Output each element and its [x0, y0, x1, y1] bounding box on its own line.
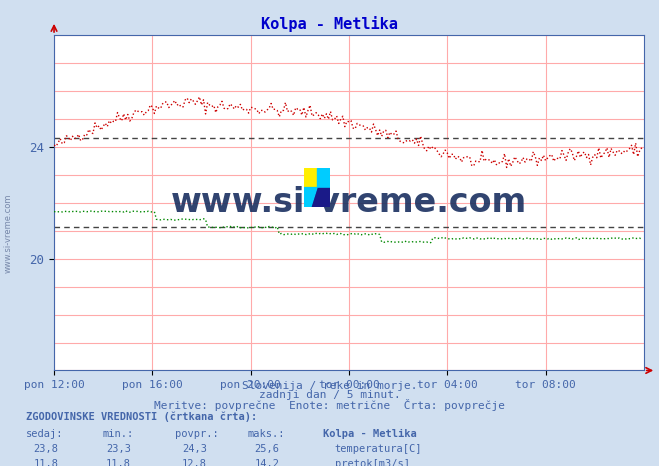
Text: min.:: min.: [102, 429, 133, 439]
Text: www.si-vreme.com: www.si-vreme.com [3, 193, 13, 273]
Text: Meritve: povprečne  Enote: metrične  Črta: povprečje: Meritve: povprečne Enote: metrične Črta:… [154, 399, 505, 411]
Text: pretok[m3/s]: pretok[m3/s] [335, 459, 410, 466]
Text: povpr.:: povpr.: [175, 429, 218, 439]
Text: sedaj:: sedaj: [26, 429, 64, 439]
Polygon shape [317, 168, 330, 187]
Text: 12,8: 12,8 [182, 459, 207, 466]
Text: ZGODOVINSKE VREDNOSTI (črtkana črta):: ZGODOVINSKE VREDNOSTI (črtkana črta): [26, 411, 258, 422]
Text: 11,8: 11,8 [34, 459, 59, 466]
Polygon shape [311, 187, 330, 207]
Text: temperatura[C]: temperatura[C] [335, 444, 422, 454]
Text: 14,2: 14,2 [254, 459, 279, 466]
Text: maks.:: maks.: [247, 429, 285, 439]
Text: 11,8: 11,8 [106, 459, 131, 466]
Text: Kolpa - Metlika: Kolpa - Metlika [323, 429, 416, 439]
Polygon shape [304, 187, 317, 207]
Text: www.si-vreme.com: www.si-vreme.com [171, 186, 527, 219]
Bar [304, 168, 317, 187]
Text: 23,8: 23,8 [34, 444, 59, 454]
Text: 24,3: 24,3 [182, 444, 207, 454]
Text: Slovenija / reke in morje.: Slovenija / reke in morje. [242, 381, 417, 391]
Text: 23,3: 23,3 [106, 444, 131, 454]
Text: Kolpa - Metlika: Kolpa - Metlika [261, 16, 398, 32]
Text: 25,6: 25,6 [254, 444, 279, 454]
Text: zadnji dan / 5 minut.: zadnji dan / 5 minut. [258, 390, 401, 400]
